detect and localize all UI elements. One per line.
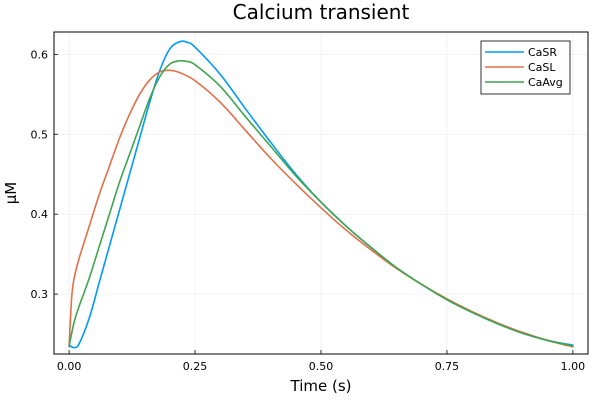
ticks: 0.00 0.25 0.50 0.75 1.00 0.3 0.4 0.5 0.6 <box>31 48 586 373</box>
y-axis-label: μM <box>2 182 20 205</box>
y-tick-label: 0.3 <box>31 288 49 301</box>
x-tick-label: 0.25 <box>183 360 208 373</box>
x-tick-label: 0.75 <box>435 360 460 373</box>
legend-item-casr: CaSR <box>485 46 557 59</box>
x-axis-label: Time (s) <box>290 377 352 395</box>
legend-item-casl: CaSL <box>485 61 556 74</box>
x-tick-label: 1.00 <box>561 360 586 373</box>
legend-label: CaSR <box>528 46 557 59</box>
legend-label: CaSL <box>528 61 556 74</box>
legend-item-caavg: CaAvg <box>485 76 563 89</box>
y-tick-label: 0.6 <box>31 48 49 61</box>
chart-title: Calcium transient <box>233 0 410 24</box>
y-tick-label: 0.4 <box>31 208 49 221</box>
x-tick-label: 0.00 <box>57 360 82 373</box>
x-tick-label: 0.50 <box>309 360 334 373</box>
legend-label: CaAvg <box>528 76 563 89</box>
series-layer <box>68 40 574 349</box>
legend: CaSR CaSL CaAvg <box>480 40 571 95</box>
y-tick-label: 0.5 <box>31 128 49 141</box>
series-line-caavg <box>68 59 574 347</box>
